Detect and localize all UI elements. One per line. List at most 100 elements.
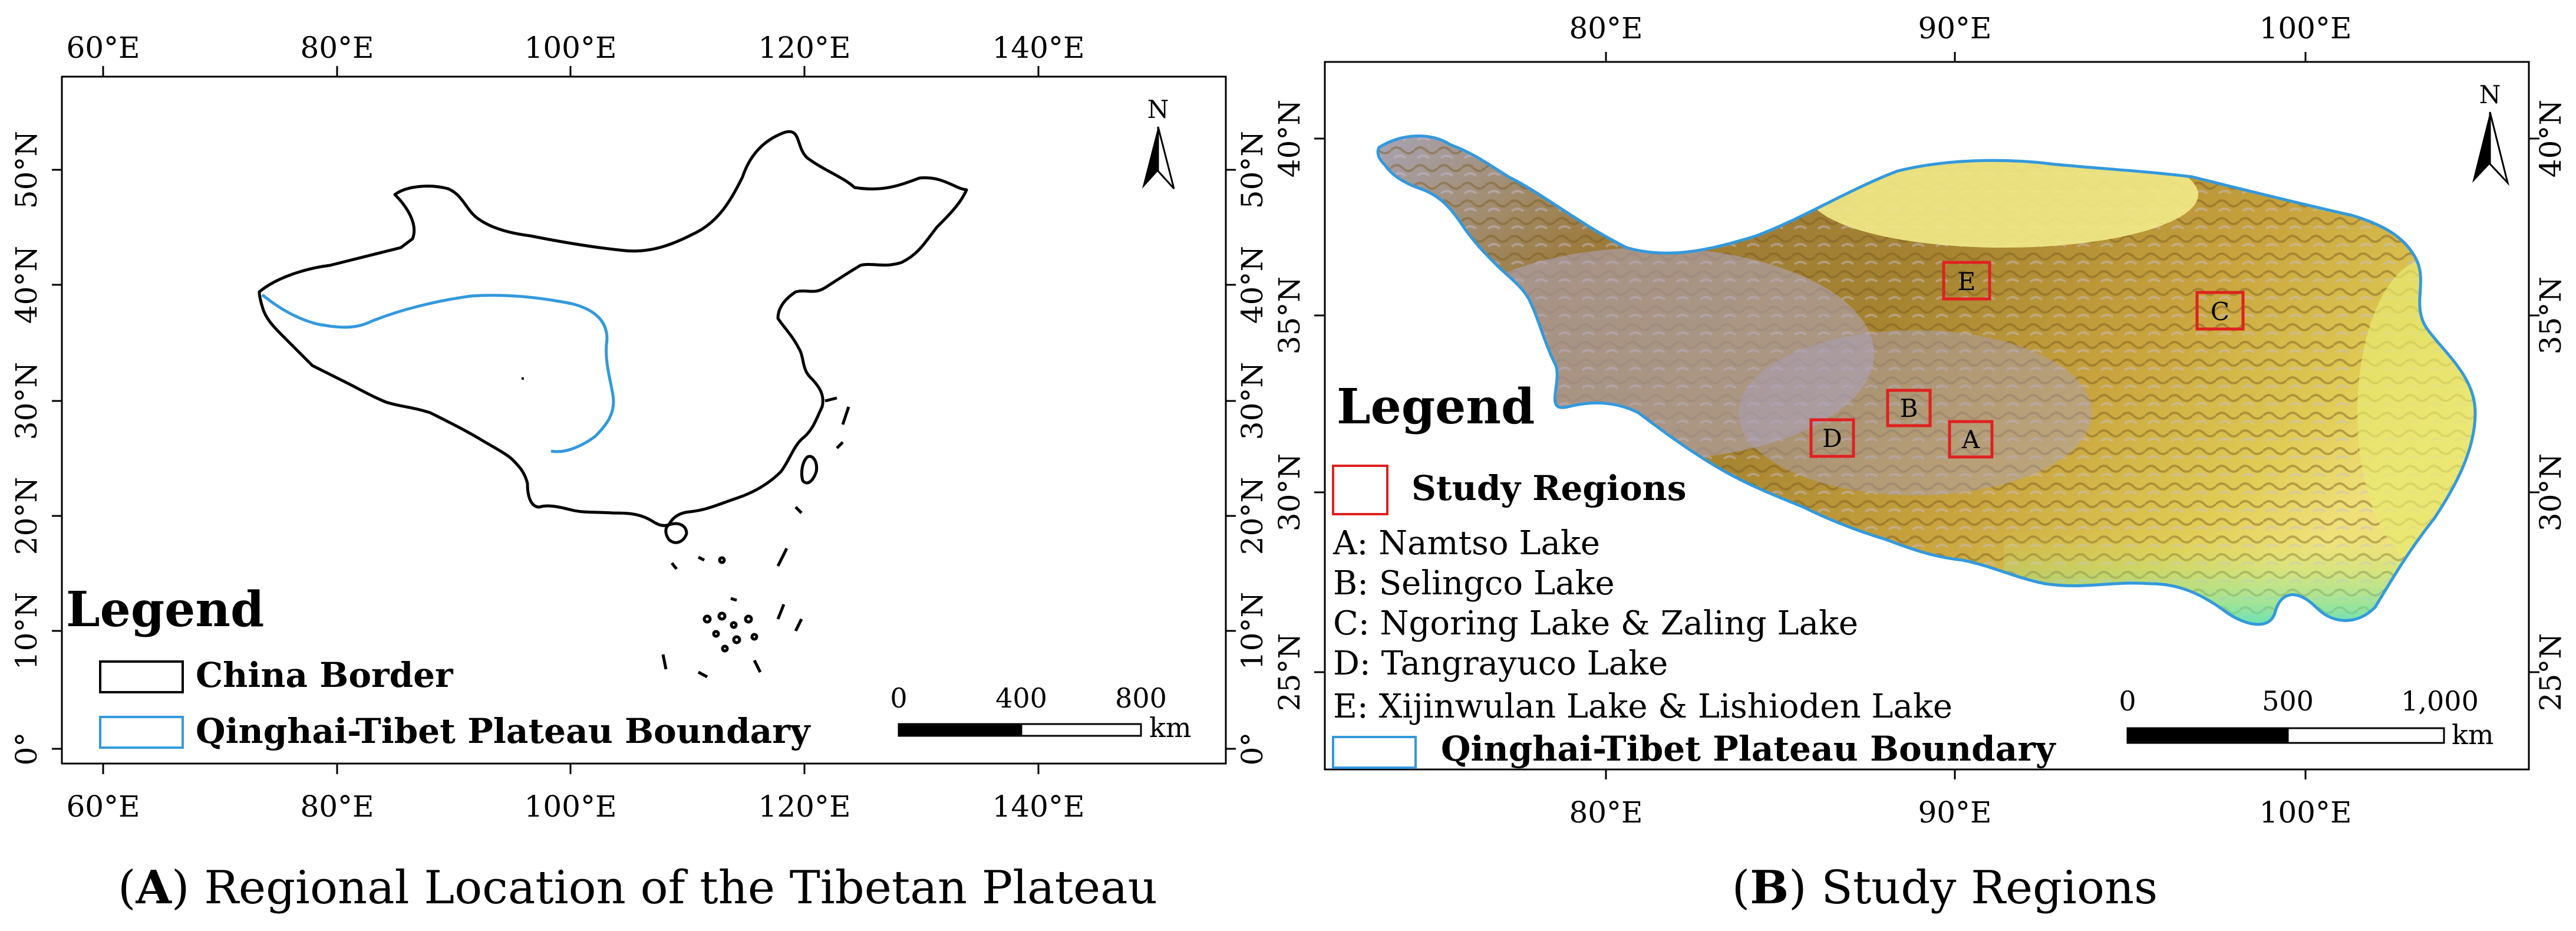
legend-region-item: B: Selingco Lake [1333, 564, 1615, 603]
legend-label: China Border [196, 655, 454, 695]
study-region-markers: E C B D A [1809, 261, 2245, 459]
lat-tick-label: 50°N [9, 131, 44, 209]
caption-text: Study Regions [1821, 861, 2158, 914]
legend-label: Qinghai-Tibet Plateau Boundary [1441, 729, 2057, 769]
taiwan-island [800, 455, 819, 485]
marker-label: D [1822, 424, 1842, 453]
lat-tick-label: 40°N [1272, 100, 1307, 177]
caption-letter: B [1750, 861, 1789, 914]
lon-tick-label: 100°E [525, 31, 617, 65]
lat-tick-label: 0° [9, 732, 44, 766]
lat-tick-label: 10°N [9, 592, 44, 670]
legend-region-item: E: Xijinwulan Lake & Lishioden Lake [1333, 687, 1952, 726]
lon-tick-label: 100°E [2260, 795, 2352, 830]
lon-tick-label: 80°E [300, 789, 374, 824]
lat-tick-label: 20°N [1235, 477, 1269, 555]
legend-a: Legend China Border Qinghai-Tibet Platea… [66, 581, 812, 751]
scale-bar-a: 0 400 800 km [890, 682, 1191, 744]
panel-b-left-lat-labels: 25°N 30°N 35°N 40°N [1272, 100, 1307, 711]
lat-tick-label: 40°N [9, 246, 44, 324]
lat-tick-label: 40°N [1235, 246, 1269, 324]
scale-label: 0 [890, 682, 907, 714]
legend-title: Legend [66, 581, 264, 638]
marker-c: C [2195, 291, 2245, 331]
lon-tick-label: 60°E [66, 31, 140, 65]
north-arrow-a: N [1142, 95, 1175, 190]
panel-b-ticks [1314, 52, 2539, 779]
panel-a-top-lon-labels: 60°E 80°E 100°E 120°E 140°E [66, 31, 1084, 65]
legend-swatch-tp [99, 716, 184, 749]
caption-b: (B) Study Regions [1731, 861, 2158, 914]
legend-region-item: C: Ngoring Lake & Zaling Lake [1333, 604, 1858, 643]
legend-swatch-china [99, 660, 184, 693]
panel-a-right-lat-labels: 0° 10°N 20°N 30°N 40°N 50°N [1235, 131, 1269, 766]
caption-text: Regional Location of the Tibetan Plateau [204, 861, 1157, 914]
north-label: N [2479, 80, 2501, 109]
scale-label: 500 [2262, 685, 2314, 717]
panel-a-frame [61, 75, 1227, 765]
scale-unit: km [2452, 719, 2494, 751]
lon-tick-label: 60°E [66, 789, 140, 824]
lon-tick-label: 80°E [1569, 795, 1642, 830]
legend-label: Study Regions [1411, 468, 1687, 508]
marker-label: E [1958, 267, 1976, 296]
panel-a-ticks [52, 66, 1236, 774]
hainan-island [664, 522, 688, 544]
marker-b: B [1886, 389, 1932, 427]
marker-d: D [1809, 418, 1855, 458]
panel-b-bottom-lon-labels: 80°E 90°E 100°E [1569, 795, 2351, 830]
lat-tick-label: 30°N [1272, 453, 1307, 531]
panel-a-bottom-lon-labels: 60°E 80°E 100°E 120°E 140°E [66, 789, 1084, 824]
marker-label: A [1961, 425, 1980, 454]
tibet-plateau-boundary-b [1376, 134, 2477, 626]
lon-tick-label: 100°E [525, 789, 617, 824]
scale-label: 800 [1115, 682, 1167, 714]
legend-title: Legend [1337, 379, 1535, 435]
lon-tick-label: 140°E [992, 31, 1085, 65]
lat-tick-label: 20°N [9, 477, 44, 555]
marker-a: A [1948, 420, 1994, 459]
scale-bar-b: 0 500 1,000 km [2119, 685, 2493, 751]
lon-tick-label: 80°E [1569, 11, 1642, 45]
lon-tick-label: 140°E [992, 789, 1085, 824]
panel-b-top-lon-labels: 80°E 90°E 100°E [1569, 11, 2351, 45]
panel-a-left-lat-labels: 0° 10°N 20°N 30°N 40°N 50°N [9, 131, 44, 766]
scale-label: 1,000 [2401, 685, 2479, 717]
legend-b: Legend Study Regions A: Namtso Lake B: S… [1332, 379, 2057, 769]
marker-e: E [1942, 261, 1991, 301]
panel-b-right-lat-labels: 25°N 30°N 35°N 40°N [2534, 100, 2568, 711]
lat-tick-label: 30°N [1235, 362, 1269, 440]
lat-tick-label: 30°N [9, 362, 44, 440]
lat-tick-label: 25°N [2534, 633, 2568, 711]
caption-a: (A) Regional Location of the Tibetan Pla… [118, 861, 1157, 914]
lat-tick-label: 10°N [1235, 592, 1269, 670]
lat-tick-label: 50°N [1235, 131, 1269, 209]
legend-region-item: A: Namtso Lake [1332, 524, 1600, 562]
lon-tick-label: 80°E [300, 31, 374, 65]
scale-label: 400 [995, 682, 1047, 714]
lon-tick-label: 120°E [758, 789, 851, 824]
caption-letter: A [136, 861, 171, 914]
lat-tick-label: 35°N [2534, 277, 2568, 354]
legend-label: Qinghai-Tibet Plateau Boundary [196, 711, 812, 751]
panel-a: 60°E 80°E 100°E 120°E 140°E 60°E 80°E 10… [9, 31, 1269, 824]
south-china-sea-islands [661, 396, 850, 679]
north-label: N [1147, 95, 1169, 124]
north-arrow-b: N [2472, 80, 2509, 186]
legend-swatch-tp [1332, 736, 1417, 769]
lon-tick-label: 100°E [2260, 11, 2352, 45]
lon-tick-label: 120°E [758, 31, 851, 65]
north-arrow-icon [2472, 112, 2490, 183]
lat-tick-label: 40°N [2534, 100, 2568, 177]
north-arrow-icon [1142, 127, 1158, 189]
marker-label: B [1900, 394, 1918, 423]
lat-tick-label: 25°N [1272, 633, 1307, 711]
panel-b: E C B D A 80°E 90°E 100°E [1272, 11, 2568, 830]
lon-tick-label: 90°E [1918, 11, 1991, 45]
tibet-plateau-boundary-a [261, 294, 615, 453]
scale-unit: km [1149, 712, 1192, 744]
lat-tick-label: 0° [1235, 732, 1269, 766]
lat-tick-label: 35°N [1272, 277, 1307, 354]
china-border [258, 130, 968, 527]
